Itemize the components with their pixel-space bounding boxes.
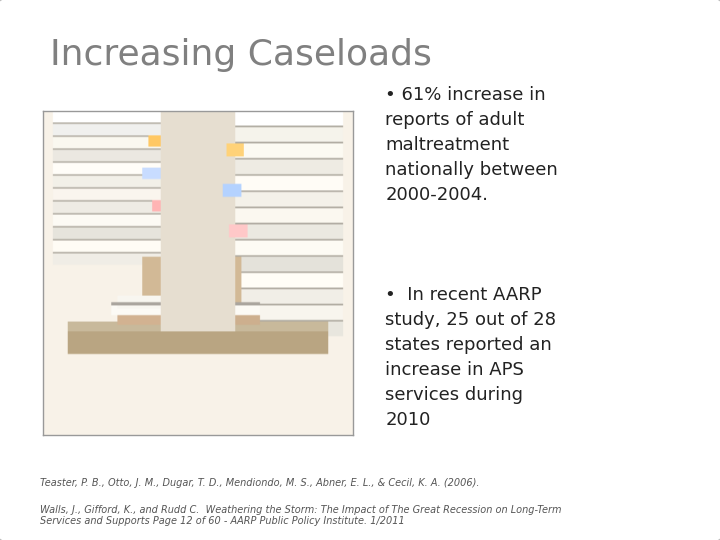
Text: • 61% increase in
reports of adult
maltreatment
nationally between
2000-2004.: • 61% increase in reports of adult maltr…: [385, 86, 558, 205]
Text: •  In recent AARP
study, 25 out of 28
states reported an
increase in APS
service: • In recent AARP study, 25 out of 28 sta…: [385, 286, 557, 429]
Text: Teaster, P. B., Otto, J. M., Dugar, T. D., Mendiondo, M. S., Abner, E. L., & Cec: Teaster, P. B., Otto, J. M., Dugar, T. D…: [40, 478, 479, 488]
Text: Walls, J., Gifford, K., and Rudd C.  Weathering the Storm: The Impact of The Gre: Walls, J., Gifford, K., and Rudd C. Weat…: [40, 505, 561, 526]
Text: Increasing Caseloads: Increasing Caseloads: [50, 38, 432, 72]
